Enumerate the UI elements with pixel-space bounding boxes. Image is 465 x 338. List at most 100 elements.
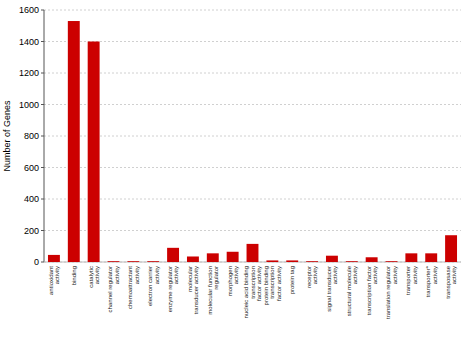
bar: [207, 253, 219, 262]
grid-line: [44, 136, 461, 137]
y-axis-label: Number of Genes: [2, 100, 12, 172]
x-tick-label: transposaseactivity: [445, 265, 458, 298]
x-tick-label-line: morphogen: [226, 266, 232, 296]
x-tick-label-line: activity: [94, 266, 100, 284]
x-tick-label-line: activity: [412, 266, 418, 284]
x-tick-label-line: transcription factor: [365, 266, 371, 315]
x-tick-label: binding: [71, 266, 77, 285]
bar: [187, 256, 199, 262]
y-tick-label: 400: [24, 194, 39, 204]
x-tick-label: moleculartransducer activity: [187, 266, 200, 314]
x-tick-label: electron carrieractivity: [147, 266, 160, 306]
bar: [286, 260, 298, 262]
grid: [44, 10, 461, 262]
bar: [68, 21, 80, 262]
bar: [326, 256, 338, 262]
bar: [127, 261, 139, 262]
grid-line: [44, 199, 461, 200]
x-tick-label: transporteractivity: [405, 266, 418, 295]
x-tick-label-line: protein tag: [289, 266, 295, 294]
x-tick-label-line: transporter*: [425, 265, 431, 297]
x-tick-label-line: factor activity: [256, 266, 262, 301]
x-tick-label: chemoattractantactivity: [127, 266, 140, 309]
bar: [167, 248, 179, 262]
x-tick-label-line: activity: [173, 266, 179, 284]
y-tick-label: 1600: [19, 5, 39, 15]
bar: [147, 261, 159, 262]
y-tick-label: 1400: [19, 37, 39, 47]
grid-line: [44, 73, 461, 74]
bar: [108, 261, 120, 262]
x-tick-label-line: activity: [392, 266, 398, 284]
x-tick-label-line: regulator: [213, 266, 219, 290]
chart: 02004006008001000120014001600antioxidant…: [0, 0, 465, 338]
x-tick-label-line: transposase: [445, 265, 451, 298]
x-tick-label-line: activity: [134, 266, 140, 284]
x-tick-label-line: channel regulator: [107, 266, 113, 312]
x-tick-label: catalyticactivity: [87, 266, 100, 288]
x-tick-label-line: protein binding: [263, 266, 269, 305]
x-tick-label-line: activity: [312, 266, 318, 284]
x-tick-label: receptoractivity: [306, 266, 319, 288]
x-tick-label: molecular functionregulator: [207, 266, 220, 315]
grid-line: [44, 41, 461, 42]
bar: [405, 253, 417, 262]
x-tick-label: protein tag: [289, 266, 295, 294]
bar: [247, 244, 259, 262]
bar: [227, 252, 239, 262]
x-tick-label-line: activity: [451, 266, 457, 284]
x-tick-label-line: activity: [432, 266, 438, 284]
bar: [366, 257, 378, 262]
x-tick-label-line: transporter: [405, 266, 411, 295]
x-tick-label-line: molecular: [187, 266, 193, 292]
y-tick-label: 1000: [19, 100, 39, 110]
bar: [306, 261, 318, 262]
x-tick-label-line: chemoattractant: [127, 266, 133, 309]
x-tick-label-line: activity: [332, 266, 338, 284]
x-tick-label: signal transduceractivity: [326, 266, 339, 312]
x-tick-label-line: enzyme regulator: [167, 266, 173, 312]
x-tick-label-line: factor activity: [276, 266, 282, 301]
x-tick-label-line: signal transducer: [326, 266, 332, 312]
x-tick-label: nucleic acid bindingtranscriptionfactor …: [243, 266, 262, 318]
x-tick-label: structural moleculeactivity: [346, 265, 359, 316]
x-tick-label: antioxidantactivity: [48, 266, 61, 295]
bar: [266, 260, 278, 262]
x-tick-label-line: electron carrier: [147, 266, 153, 306]
x-tick-label-line: catalytic: [87, 266, 93, 288]
grid-line: [44, 230, 461, 231]
y-axis-line: [44, 10, 45, 262]
x-axis: antioxidantactivitybindingcatalyticactiv…: [48, 265, 458, 319]
bar: [425, 253, 437, 262]
bar: [386, 261, 398, 262]
x-tick-label-line: activity: [114, 266, 120, 284]
x-tick-label-line: transcription: [250, 266, 256, 299]
x-tick-label: transcription factoractivity: [365, 266, 378, 315]
x-tick-label-line: translation regulator: [385, 266, 391, 319]
y-tick-label: 0: [34, 257, 39, 267]
y-tick-label: 200: [24, 226, 39, 236]
x-tick-label: transporter*activity: [425, 265, 438, 297]
bar: [48, 255, 60, 262]
x-tick-label-line: activity: [372, 266, 378, 284]
x-tick-label: channel regulatoractivity: [107, 266, 120, 312]
x-tick-label-line: activity: [54, 266, 60, 284]
x-tick-label-line: activity: [233, 266, 239, 284]
bar: [346, 261, 358, 262]
x-tick-label-line: activity: [154, 266, 160, 284]
x-tick-label-line: nucleic acid binding: [243, 266, 249, 318]
bar: [88, 42, 100, 263]
x-tick-label-line: transcription: [269, 266, 275, 299]
x-tick-label-line: receptor: [306, 266, 312, 288]
x-tick-label: enzyme regulatoractivity: [167, 266, 180, 312]
y-axis: 02004006008001000120014001600: [19, 5, 44, 267]
grid-line: [44, 10, 461, 11]
grid-line: [44, 104, 461, 105]
y-tick-label: 600: [24, 163, 39, 173]
x-tick-label-line: structural molecule: [346, 265, 352, 316]
x-tick-label-line: antioxidant: [48, 266, 54, 295]
x-tick-label-line: molecular function: [207, 266, 213, 315]
x-tick-label: protein bindingtranscriptionfactor activ…: [263, 266, 282, 305]
x-tick-label: translation regulatoractivity: [385, 266, 398, 319]
x-tick-label-line: activity: [352, 266, 358, 284]
